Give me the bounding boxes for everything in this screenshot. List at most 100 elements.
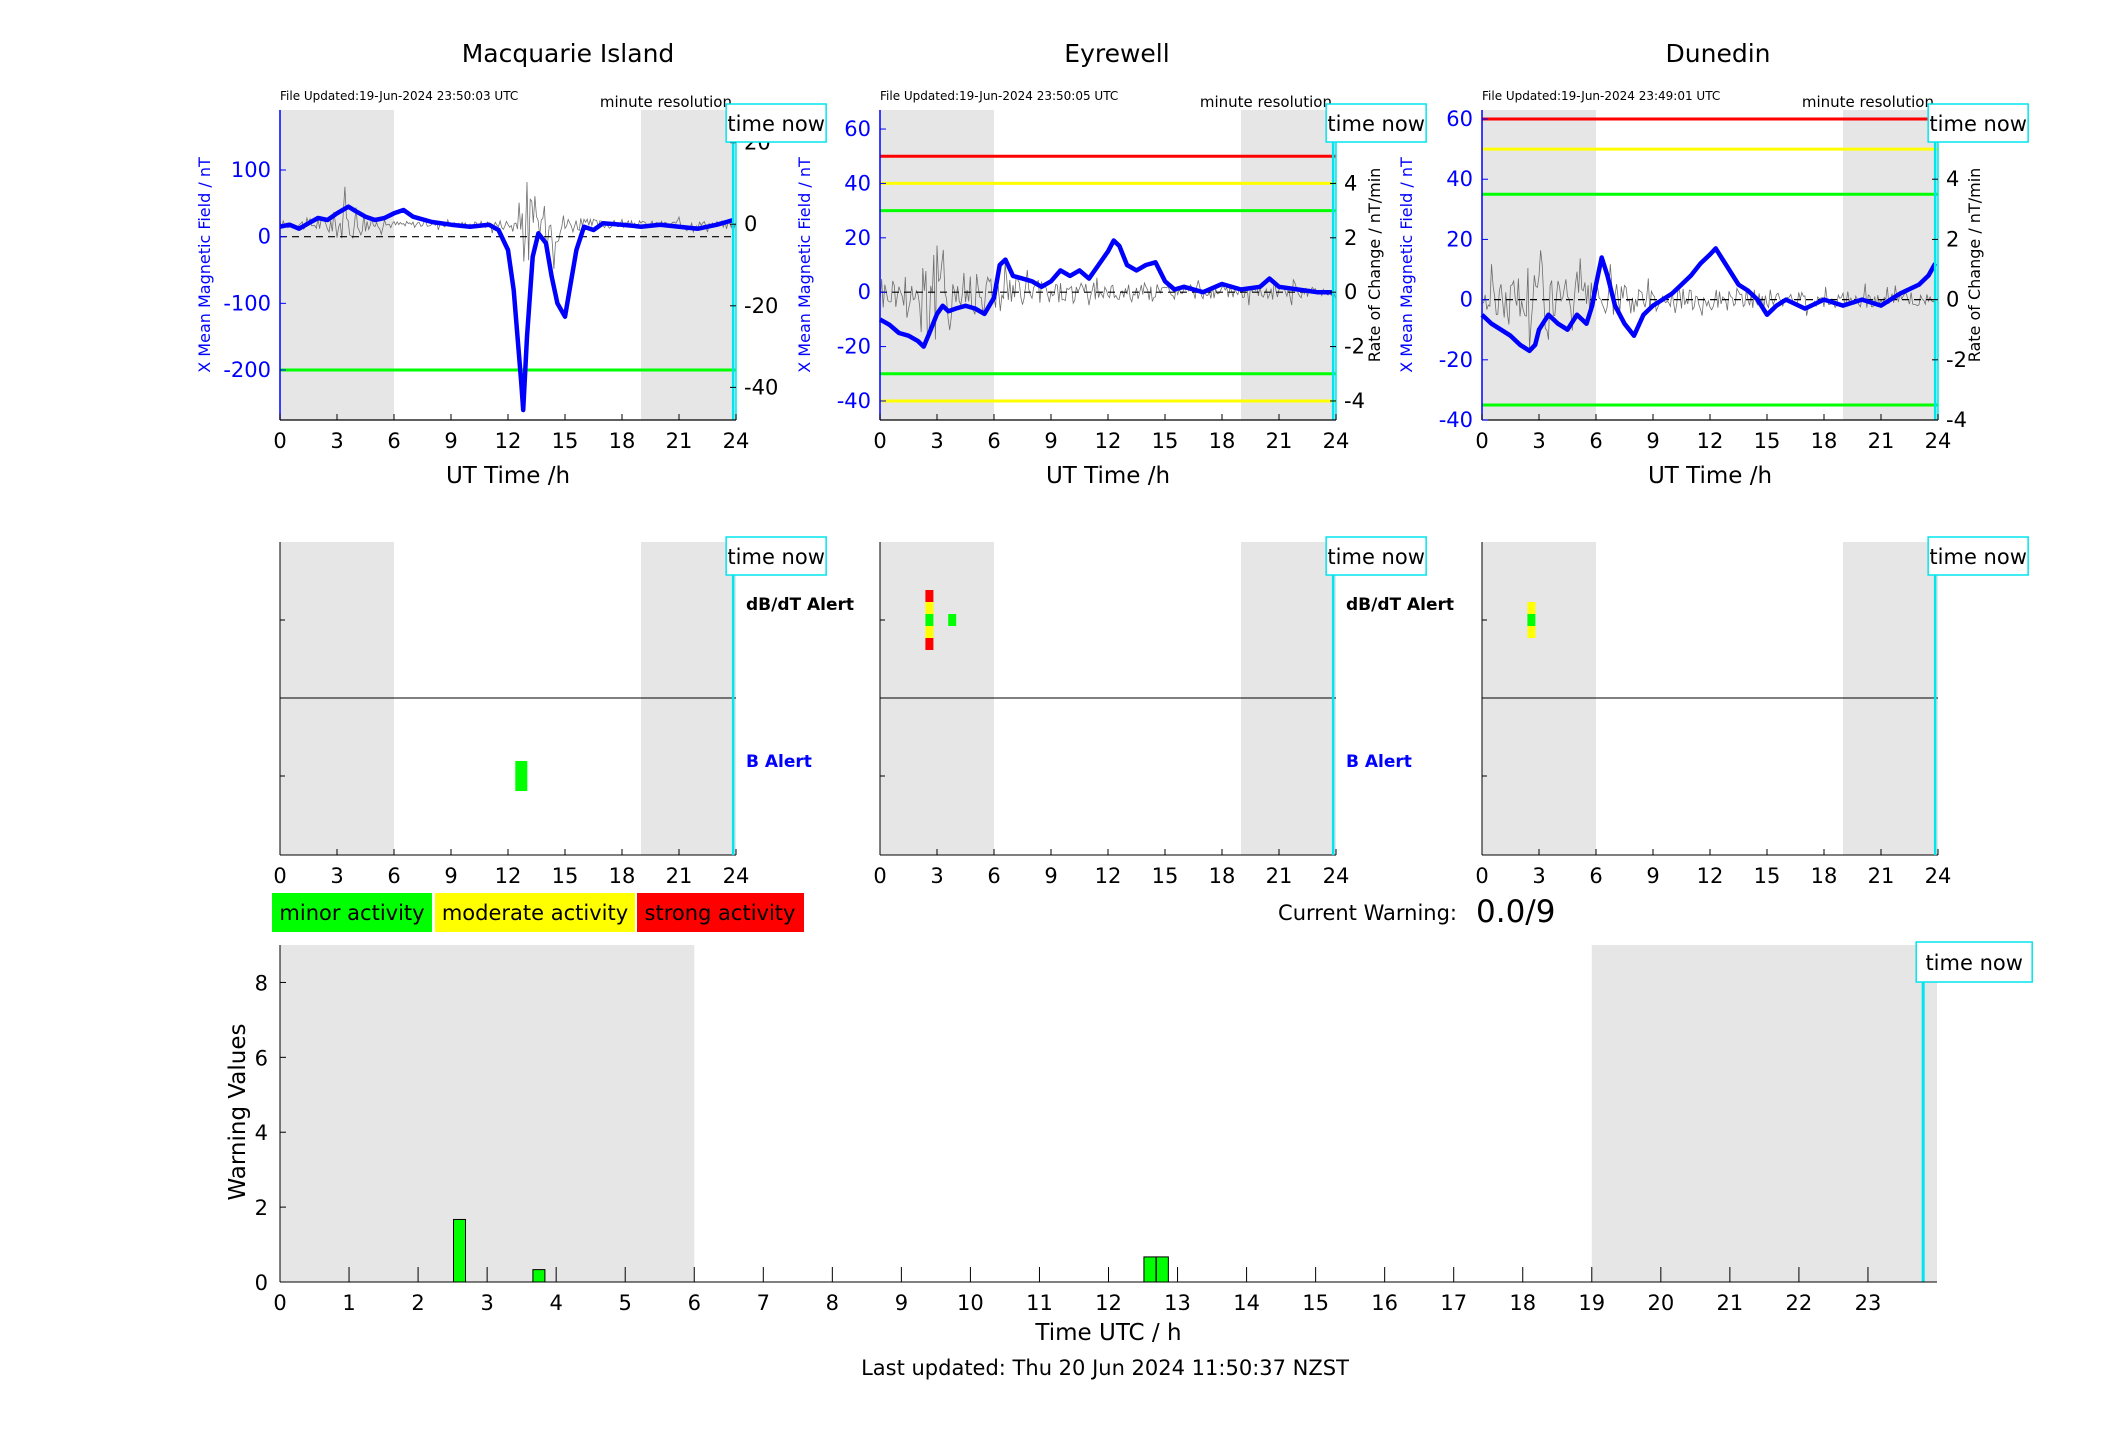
x-axis-label: UT Time /h xyxy=(1046,463,1170,489)
x-tick-label: 21 xyxy=(1717,1291,1744,1315)
dbdt-alert-mark-moderate xyxy=(925,626,934,638)
x-tick-label: 0 xyxy=(873,429,886,453)
x-tick-label: 0 xyxy=(1475,429,1488,453)
x-tick-label: 3 xyxy=(930,864,943,888)
warning-bar xyxy=(532,1269,546,1283)
x-tick-label: 6 xyxy=(1589,429,1602,453)
x-tick-label: 0 xyxy=(873,864,886,888)
shaded-night-0 xyxy=(280,110,394,420)
y-tick-label-left: 60 xyxy=(1446,107,1473,131)
dbdt-alert-mark-moderate xyxy=(1527,626,1536,638)
file-updated: File Updated:19-Jun-2024 23:49:01 UTC xyxy=(1482,89,1720,103)
x-tick-label: 7 xyxy=(757,1291,770,1315)
y-tick-label-left: -100 xyxy=(223,291,271,315)
x-tick-label: 23 xyxy=(1855,1291,1882,1315)
x-tick-label: 13 xyxy=(1164,1291,1191,1315)
time-now-label: time now xyxy=(1929,112,2026,136)
time-now-box xyxy=(1915,941,2033,983)
x-tick-label: 0 xyxy=(273,1291,286,1315)
y-tick-label-right: -4 xyxy=(1344,389,1365,413)
y-tick-label-right: -40 xyxy=(744,375,778,399)
x-tick-label: 24 xyxy=(1323,429,1350,453)
x-tick-label: 6 xyxy=(688,1291,701,1315)
y-tick-label-right: 2 xyxy=(1946,227,1959,251)
current-warning-label: Current Warning: xyxy=(1278,901,1457,925)
title-macquarie: Macquarie Island xyxy=(462,39,675,68)
y-tick-label: 2 xyxy=(255,1196,268,1220)
x-axis-label: Time UTC / h xyxy=(1034,1320,1181,1346)
x-tick-label: 18 xyxy=(1509,1291,1536,1315)
time-now-box xyxy=(1927,103,2029,143)
y-tick-label: 8 xyxy=(255,971,268,995)
y-tick-label-left: -40 xyxy=(837,389,871,413)
x-tick-label: 12 xyxy=(495,864,522,888)
x-tick-label: 15 xyxy=(1152,864,1179,888)
x-tick-label: 2 xyxy=(411,1291,424,1315)
dbdt-alert-mark-moderate xyxy=(925,602,934,614)
y-tick-label-right: -2 xyxy=(1946,348,1967,372)
y-axis-label-right: Rate of Change / nT/min xyxy=(1365,168,1384,363)
time-now-box xyxy=(725,536,827,576)
y-axis-label: Warning Values xyxy=(225,1023,251,1200)
y-tick-label-left: 20 xyxy=(844,226,871,250)
y-axis-label-left: X Mean Magnetic Field / nT xyxy=(1397,157,1416,373)
last-updated: Last updated: Thu 20 Jun 2024 11:50:37 N… xyxy=(861,1356,1349,1380)
title-eyrewell: Eyrewell xyxy=(1064,39,1169,68)
x-tick-label: 21 xyxy=(666,864,693,888)
x-tick-label: 9 xyxy=(1646,864,1659,888)
x-tick-label: 12 xyxy=(1095,429,1122,453)
y-tick-label-left: -20 xyxy=(837,335,871,359)
x-tick-label: 6 xyxy=(1589,864,1602,888)
x-mean-field-line xyxy=(1480,246,1938,354)
warning-bar xyxy=(1155,1256,1169,1283)
file-updated: File Updated:19-Jun-2024 23:50:03 UTC xyxy=(280,89,518,103)
x-tick-label: 12 xyxy=(1697,864,1724,888)
minute-resolution: minute resolution xyxy=(1802,93,1934,111)
y-tick-label-right: 4 xyxy=(1344,171,1357,195)
x-tick-label: 15 xyxy=(1302,1291,1329,1315)
x-tick-label: 9 xyxy=(1044,864,1057,888)
dbdt-alert-label: dB/dT Alert xyxy=(1346,595,1454,615)
shaded-night-1 xyxy=(1241,110,1336,420)
y-tick-label-right: -20 xyxy=(744,294,778,318)
x-tick-label: 24 xyxy=(723,864,750,888)
y-tick-label: 0 xyxy=(255,1271,268,1295)
x-tick-label: 9 xyxy=(444,864,457,888)
x-tick-label: 21 xyxy=(1868,864,1895,888)
y-tick-label-right: 2 xyxy=(1344,226,1357,250)
x-tick-label: 12 xyxy=(1095,1291,1122,1315)
x-tick-label: 9 xyxy=(444,429,457,453)
x-tick-label: 12 xyxy=(495,429,522,453)
legend-moderate-label: moderate activity xyxy=(442,901,628,925)
x-tick-label: 6 xyxy=(387,864,400,888)
x-tick-label: 22 xyxy=(1786,1291,1813,1315)
x-mean-field-line xyxy=(279,204,734,413)
x-tick-label: 20 xyxy=(1647,1291,1674,1315)
file-updated: File Updated:19-Jun-2024 23:50:05 UTC xyxy=(880,89,1118,103)
shaded-night-1 xyxy=(1591,945,1937,1282)
title-dunedin: Dunedin xyxy=(1666,39,1771,68)
legend-minor-label: minor activity xyxy=(279,901,424,925)
x-tick-label: 18 xyxy=(1811,429,1838,453)
y-tick-label-left: 0 xyxy=(1460,288,1473,312)
warning-values-chart: 0 1 2 3 4 5 6 7 8 9 10 11 12 13 14 15 16 17 18 19 20 21 22 2302… xyxy=(225,941,2033,1346)
x-tick-label: 8 xyxy=(826,1291,839,1315)
dbdt-alert-mark-minor xyxy=(1527,614,1536,626)
x-tick-label: 15 xyxy=(1754,429,1781,453)
time-now-label: time now xyxy=(1327,112,1424,136)
x-tick-label: 3 xyxy=(330,864,343,888)
x-tick-label: 15 xyxy=(1754,864,1781,888)
x-tick-label: 0 xyxy=(273,429,286,453)
time-now-label: time now xyxy=(727,112,824,136)
y-tick-label-left: 100 xyxy=(231,158,271,182)
y-tick-label-right: 4 xyxy=(1946,167,1959,191)
x-tick-label: 6 xyxy=(387,429,400,453)
time-now-label: time now xyxy=(1929,545,2026,569)
x-tick-label: 14 xyxy=(1233,1291,1260,1315)
x-tick-label: 19 xyxy=(1578,1291,1605,1315)
shaded-night-1 xyxy=(1843,110,1938,420)
x-tick-label: 9 xyxy=(1044,429,1057,453)
x-tick-label: 21 xyxy=(1266,429,1293,453)
x-tick-label: 24 xyxy=(723,429,750,453)
